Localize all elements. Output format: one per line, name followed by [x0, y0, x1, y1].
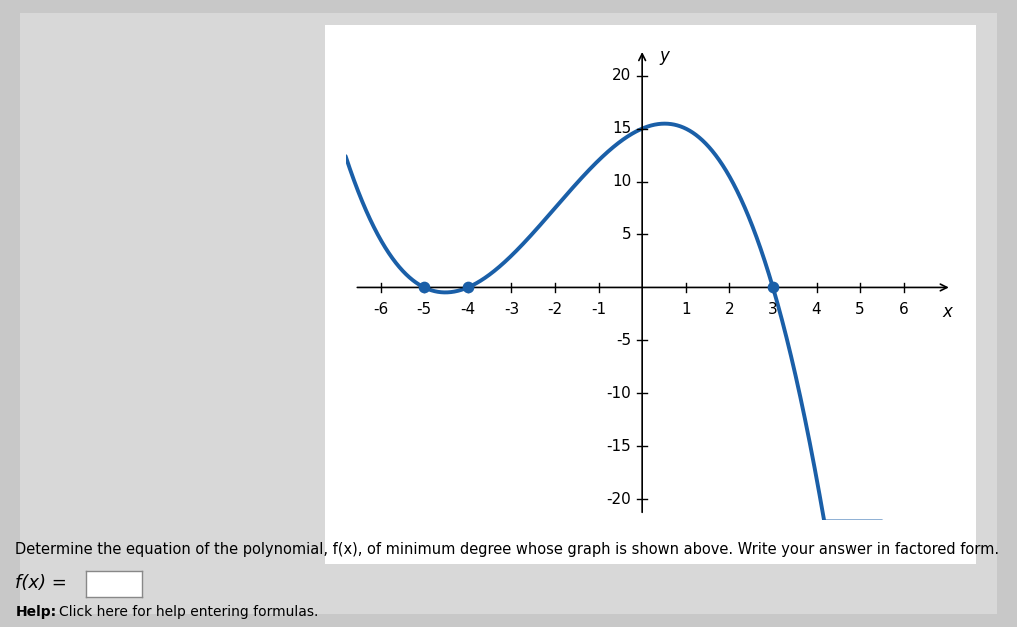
- Text: -15: -15: [606, 439, 632, 454]
- Text: 20: 20: [612, 68, 632, 83]
- Text: -5: -5: [417, 302, 432, 317]
- Text: 6: 6: [899, 302, 908, 317]
- Text: -1: -1: [591, 302, 606, 317]
- Point: [460, 282, 476, 292]
- Text: Help:: Help:: [15, 605, 56, 619]
- Text: -3: -3: [503, 302, 519, 317]
- Text: 10: 10: [612, 174, 632, 189]
- Text: -10: -10: [606, 386, 632, 401]
- Text: 4: 4: [812, 302, 822, 317]
- Text: 5: 5: [855, 302, 864, 317]
- Text: 1: 1: [681, 302, 691, 317]
- Text: 5: 5: [621, 227, 632, 242]
- Text: Determine the equation of the polynomial, f(x), of minimum degree whose graph is: Determine the equation of the polynomial…: [15, 542, 1000, 557]
- Text: Click here for help entering formulas.: Click here for help entering formulas.: [59, 605, 318, 619]
- Text: 3: 3: [768, 302, 778, 317]
- Text: f(x) =: f(x) =: [15, 574, 73, 592]
- Text: x: x: [943, 303, 952, 321]
- Text: 15: 15: [612, 121, 632, 136]
- Text: y: y: [660, 47, 669, 65]
- Text: -5: -5: [616, 333, 632, 348]
- Text: -4: -4: [461, 302, 475, 317]
- Text: -2: -2: [547, 302, 562, 317]
- Point: [765, 282, 781, 292]
- Point: [416, 282, 432, 292]
- Text: -6: -6: [373, 302, 388, 317]
- Text: -20: -20: [606, 492, 632, 507]
- Text: 2: 2: [724, 302, 734, 317]
